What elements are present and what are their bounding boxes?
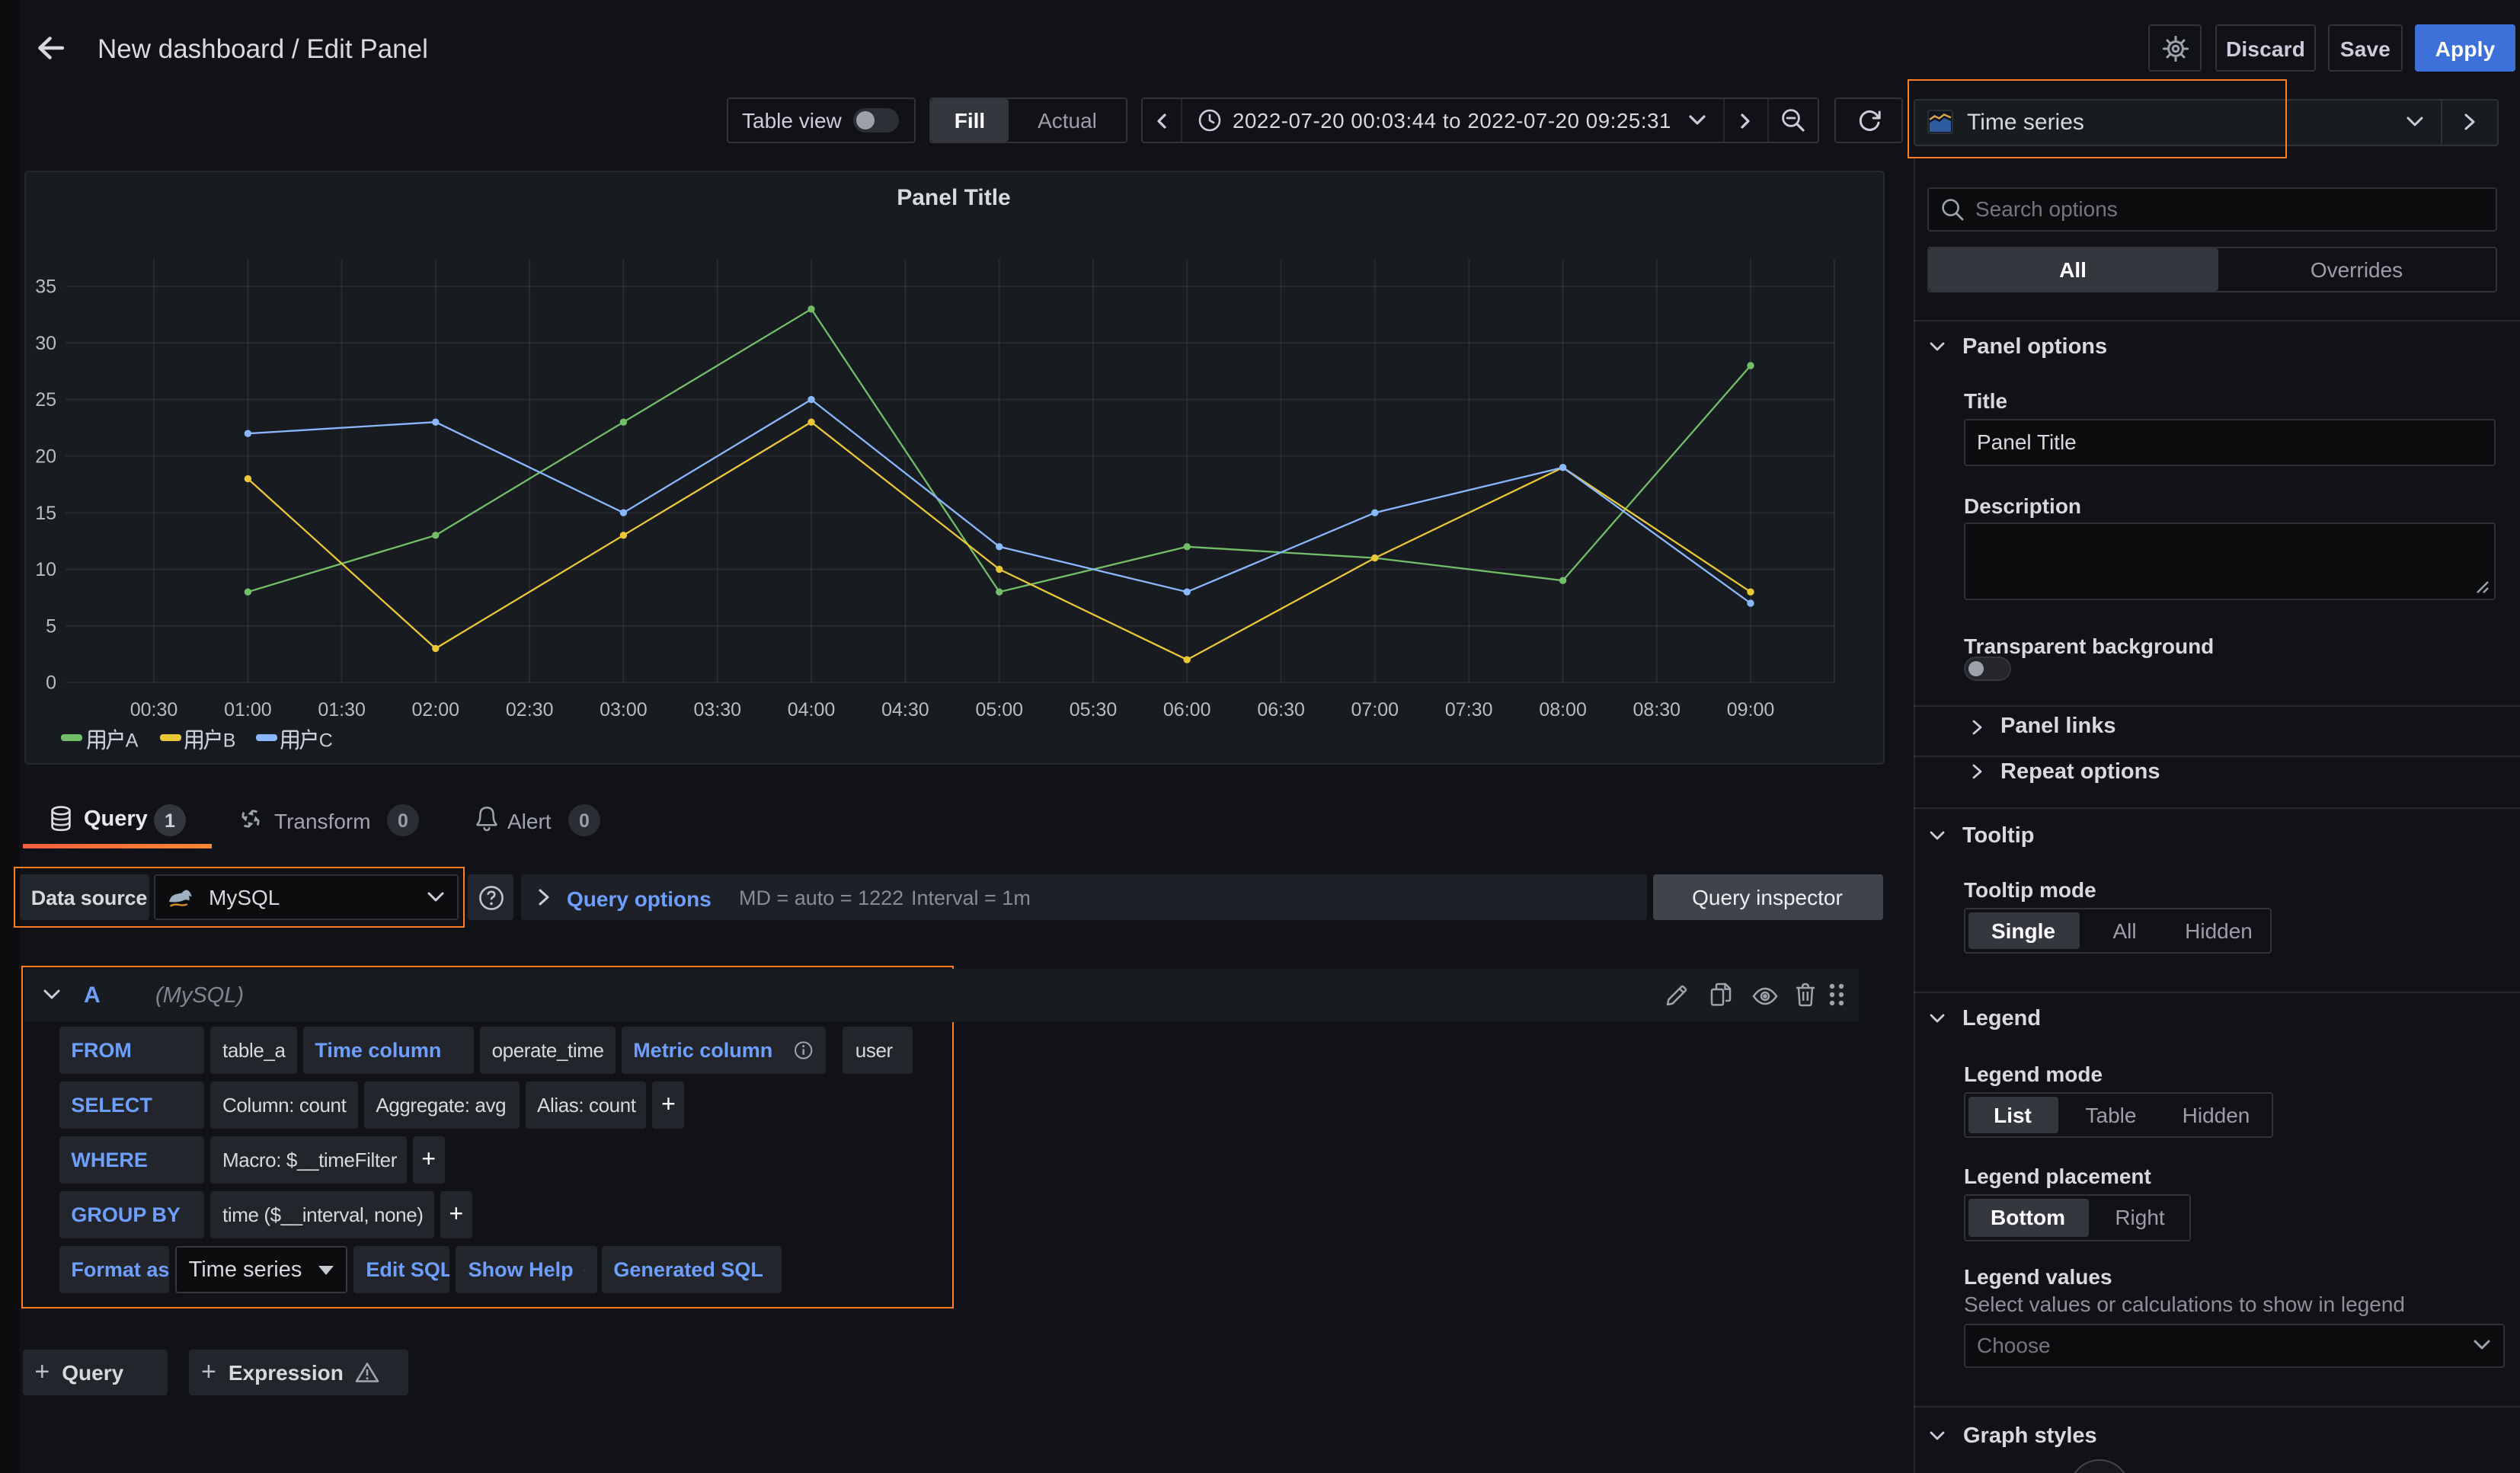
svg-text:01:00: 01:00 [224, 699, 272, 721]
svg-text:A: A [126, 730, 139, 750]
svg-text:05:30: 05:30 [1070, 699, 1118, 721]
svg-text:03:30: 03:30 [694, 699, 742, 721]
svg-text:B: B [223, 730, 236, 750]
svg-text:03:00: 03:00 [600, 699, 648, 721]
svg-text:06:30: 06:30 [1257, 699, 1305, 721]
svg-text:C: C [319, 730, 333, 750]
svg-text:02:00: 02:00 [412, 699, 460, 721]
svg-text:00:30: 00:30 [130, 699, 178, 721]
svg-text:5: 5 [46, 615, 56, 637]
svg-text:04:00: 04:00 [788, 699, 836, 721]
svg-text:30: 30 [35, 333, 56, 354]
svg-text:06:00: 06:00 [1163, 699, 1211, 721]
svg-text:04:30: 04:30 [881, 699, 929, 721]
svg-text:10: 10 [35, 559, 56, 580]
svg-text:08:30: 08:30 [1633, 699, 1681, 721]
svg-text:09:00: 09:00 [1727, 699, 1775, 721]
svg-text:02:30: 02:30 [506, 699, 554, 721]
svg-text:01:30: 01:30 [318, 699, 366, 721]
svg-text:25: 25 [35, 389, 56, 411]
svg-text:08:00: 08:00 [1539, 699, 1587, 721]
svg-text:Panel Title: Panel Title [897, 185, 1011, 210]
svg-text:05:00: 05:00 [976, 699, 1024, 721]
svg-text:0: 0 [46, 673, 56, 694]
svg-text:20: 20 [35, 446, 56, 467]
svg-text:35: 35 [35, 276, 56, 298]
svg-text:07:00: 07:00 [1351, 699, 1399, 721]
svg-text:07:30: 07:30 [1445, 699, 1493, 721]
svg-text:15: 15 [35, 503, 56, 524]
